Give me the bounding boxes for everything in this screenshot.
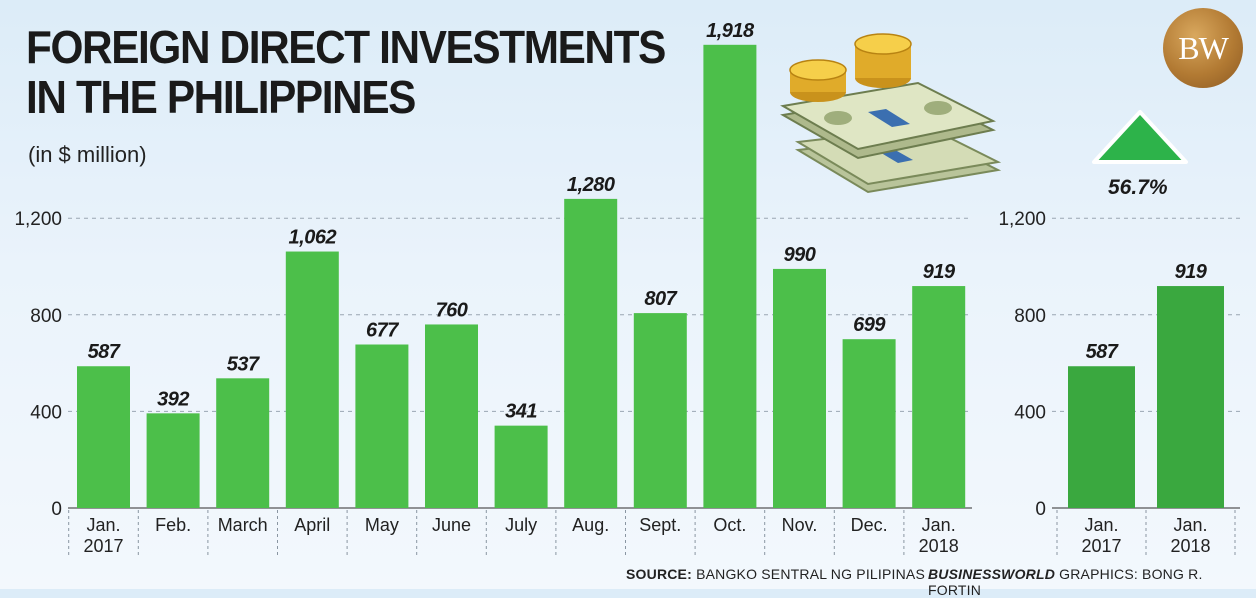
monthly-x-tick-label: July <box>505 515 537 535</box>
comparison-x-tick-label: Jan. <box>1173 515 1207 535</box>
monthly-data-label: 990 <box>784 244 816 266</box>
title-line-2: IN THE PHILIPPINES <box>26 71 416 123</box>
monthly-bar <box>842 339 896 508</box>
money-stack-icon <box>780 33 1002 194</box>
monthly-data-label: 677 <box>366 320 399 342</box>
source-note: SOURCE: BANGKO SENTRAL NG PILIPINAS <box>626 566 925 582</box>
comparison-y-tick-label: 400 <box>1014 402 1046 423</box>
monthly-bar <box>285 251 339 509</box>
monthly-data-label: 919 <box>923 261 956 283</box>
monthly-x-tick-label: Jan. <box>922 515 956 535</box>
monthly-y-tick-label: 1,200 <box>14 209 62 230</box>
monthly-bar <box>564 198 618 508</box>
up-arrow-icon <box>1092 110 1188 164</box>
monthly-x-tick-label: Aug. <box>572 515 609 535</box>
chart-subtitle: (in $ million) <box>28 142 147 167</box>
comparison-bar <box>1068 366 1135 508</box>
comparison-x-tick-label: 2018 <box>1170 536 1210 556</box>
monthly-x-tick-label: 2017 <box>83 536 123 556</box>
monthly-x-tick-label: April <box>294 515 330 535</box>
title-line-1: FOREIGN DIRECT INVESTMENTS <box>26 21 666 73</box>
chart-title: FOREIGN DIRECT INVESTMENTS IN THE PHILIP… <box>26 21 666 123</box>
monthly-bar <box>633 313 687 508</box>
monthly-data-label: 537 <box>227 353 260 375</box>
monthly-x-tick-label: Jan. <box>86 515 120 535</box>
graphics-label: BUSINESSWORLD <box>928 566 1056 582</box>
monthly-data-label: 341 <box>505 401 537 423</box>
monthly-x-tick-label: Oct. <box>713 515 746 535</box>
monthly-data-label: 760 <box>436 299 468 321</box>
comparison-x-tick-label: Jan. <box>1084 515 1118 535</box>
monthly-y-tick-label: 400 <box>30 402 62 423</box>
monthly-bar <box>355 344 409 508</box>
monthly-x-tick-label: June <box>432 515 471 535</box>
monthly-x-tick-label: Dec. <box>851 515 888 535</box>
comparison-y-tick-label: 800 <box>1014 306 1046 327</box>
graphics-credit: BUSINESSWORLD GRAPHICS: BONG R. FORTIN <box>928 566 1256 598</box>
monthly-x-tick-label: 2018 <box>919 536 959 556</box>
monthly-x-tick-label: Nov. <box>782 515 818 535</box>
monthly-data-label: 1,918 <box>706 20 755 42</box>
businessworld-logo: BW <box>1163 8 1243 88</box>
source-label: SOURCE: <box>626 566 692 582</box>
comparison-x-tick-label: 2017 <box>1081 536 1121 556</box>
monthly-bar <box>494 425 548 508</box>
monthly-bar <box>773 268 826 508</box>
comparison-bar <box>1157 286 1224 508</box>
monthly-bar <box>912 286 966 508</box>
monthly-x-tick-label: March <box>218 515 268 535</box>
monthly-bar <box>146 413 200 508</box>
logo-text: BW <box>1178 29 1229 66</box>
change-percent-label: 56.7% <box>1108 176 1168 199</box>
source-text: BANGKO SENTRAL NG PILIPINAS <box>696 566 926 582</box>
monthly-x-tick-label: May <box>365 515 399 535</box>
monthly-x-tick-label: Feb. <box>155 515 191 535</box>
monthly-data-label: 807 <box>644 288 677 310</box>
monthly-bar <box>703 44 757 508</box>
monthly-bar <box>77 366 130 508</box>
comparison-y-tick-label: 1,200 <box>998 209 1046 230</box>
monthly-x-tick-label: Sept. <box>639 515 681 535</box>
comparison-data-label: 919 <box>1175 261 1208 283</box>
comparison-data-label: 587 <box>1086 341 1119 363</box>
monthly-y-tick-label: 0 <box>51 499 62 520</box>
monthly-bar <box>216 378 270 508</box>
monthly-data-label: 1,062 <box>289 227 337 249</box>
monthly-y-tick-label: 800 <box>30 306 62 327</box>
monthly-bar <box>425 324 478 508</box>
gold-coins-icon <box>789 33 912 102</box>
monthly-data-label: 1,280 <box>567 174 615 196</box>
comparison-y-tick-label: 0 <box>1035 499 1046 520</box>
monthly-data-label: 392 <box>157 388 189 410</box>
monthly-data-label: 699 <box>853 314 886 336</box>
monthly-data-label: 587 <box>88 341 121 363</box>
